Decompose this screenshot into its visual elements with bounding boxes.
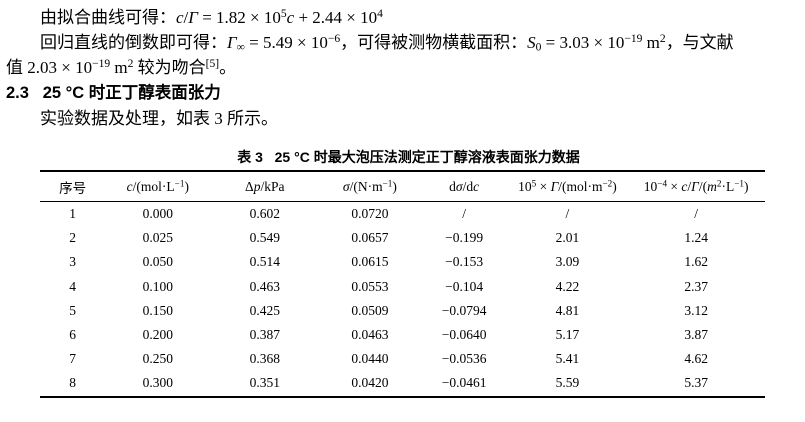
- table-cell: −0.0794: [441, 302, 487, 318]
- table-cell: 0.000: [142, 206, 173, 222]
- table-cell: 5: [69, 302, 76, 318]
- table-cell: −0.0536: [441, 351, 487, 367]
- surface-tension-data-table: 序号 c/(mol·L−1) Δp/kPa σ/(N·m−1) dσ/dc 105 × Γ…: [40, 170, 765, 398]
- table-cell: 0.368: [249, 351, 280, 367]
- table-cell: 0.250: [142, 351, 173, 367]
- table-cell: 3.87: [684, 327, 708, 343]
- paragraph-fit-curve-formula: 由拟合曲线可得：c/Γ = 1.82 × 105c + 2.44 × 104: [40, 7, 383, 27]
- table-cell: 0.025: [142, 230, 173, 246]
- table-cell: −0.0640: [441, 327, 487, 343]
- table-row: 7 0.250 0.368 0.0440 −0.0536 5.41 4.62: [40, 347, 765, 371]
- table-cell: /: [462, 206, 466, 222]
- table-cell: 0.0463: [351, 327, 389, 343]
- paragraph-table-intro: 实验数据及处理，如表 3 所示。: [40, 109, 278, 128]
- table-cell: 4: [69, 278, 76, 294]
- table-cell: 7: [69, 351, 76, 367]
- table-cell: −0.0461: [441, 375, 487, 391]
- table-title: 表 3 25 °C 时最大泡压法测定正丁醇溶液表面张力数据: [237, 149, 580, 165]
- table-cell: 0.0420: [351, 375, 389, 391]
- column-header: σ/(N·m−1): [319, 171, 421, 202]
- column-header: dσ/dc: [420, 171, 508, 202]
- table-cell: /: [694, 206, 698, 222]
- table-row: 4 0.100 0.463 0.0553 −0.104 4.22 2.37: [40, 275, 765, 299]
- table-cell: 6: [69, 327, 76, 343]
- table-cell: 1: [69, 206, 76, 222]
- table-cell: 1.62: [684, 254, 708, 270]
- table-cell: 5.59: [555, 375, 580, 391]
- table-cell: −0.199: [445, 230, 484, 246]
- table-row: 1 0.000 0.602 0.0720 / / /: [40, 202, 765, 227]
- table-cell: 0.514: [249, 254, 280, 270]
- table-cell: 5.37: [684, 375, 708, 391]
- table-row: 2 0.025 0.549 0.0657 −0.199 2.01 1.24: [40, 226, 765, 250]
- table-row: 6 0.200 0.387 0.0463 −0.0640 5.17 3.87: [40, 323, 765, 347]
- table-cell: 0.387: [249, 327, 280, 343]
- table-cell: 3.09: [555, 254, 580, 270]
- table-cell: 0.100: [142, 278, 173, 294]
- section-heading-2-3: 2.3 25 °C 时正丁醇表面张力: [6, 84, 221, 102]
- paragraph-regression-result-line2: 值 2.03 × 10−19 m2 较为吻合[5]。: [6, 57, 237, 77]
- table-cell: 0.425: [249, 302, 280, 318]
- column-header: Δp/kPa: [210, 171, 320, 202]
- table-cell: 0.0720: [351, 206, 389, 222]
- table-row: 5 0.150 0.425 0.0509 −0.0794 4.81 3.12: [40, 299, 765, 323]
- table-3-block: 表 3 25 °C 时最大泡压法测定正丁醇溶液表面张力数据 序号 c/(mol·L…: [6, 148, 797, 398]
- table-cell: 4.22: [555, 278, 580, 294]
- table-cell: 2.01: [555, 230, 580, 246]
- column-header: 10−4 × c/Γ/(m2·L−1): [627, 171, 765, 202]
- table-cell: 4.81: [555, 302, 580, 318]
- table-cell: 0.300: [142, 375, 173, 391]
- table-cell: 0.200: [142, 327, 173, 343]
- table-header-row: 序号 c/(mol·L−1) Δp/kPa σ/(N·m−1) dσ/dc 105 × Γ…: [40, 171, 765, 202]
- table-cell: 0.463: [249, 278, 280, 294]
- table-cell: 4.62: [684, 351, 708, 367]
- table-cell: 0.0657: [351, 230, 389, 246]
- table-cell: 0.0615: [351, 254, 389, 270]
- paragraph-regression-result-line1: 回归直线的倒数即可得：Γ∞ = 5.49 × 10−6，可得被测物横截面积：S0…: [40, 32, 734, 54]
- table-cell: 5.41: [555, 351, 580, 367]
- table-cell: 8: [69, 375, 76, 391]
- table-row: 8 0.300 0.351 0.0420 −0.0461 5.59 5.37: [40, 371, 765, 396]
- table-body: 1 0.000 0.602 0.0720 / / / 2 0.025 0.549 0.0657 −0.…: [40, 202, 765, 397]
- table-cell: −0.104: [445, 278, 484, 294]
- table-cell: 0.0553: [351, 278, 389, 294]
- column-header: 序号: [40, 171, 106, 202]
- table-cell: 0.0509: [351, 302, 389, 318]
- table-cell: 1.24: [684, 230, 708, 246]
- table-cell: 5.17: [555, 327, 580, 343]
- table-cell: 0.602: [249, 206, 280, 222]
- table-cell: 0.549: [249, 230, 280, 246]
- table-cell: /: [565, 206, 570, 222]
- table-cell: 3: [69, 254, 76, 270]
- table-cell: 2.37: [684, 278, 708, 294]
- table-cell: −0.153: [445, 254, 484, 270]
- table-cell: 0.050: [142, 254, 173, 270]
- table-cell: 3.12: [684, 302, 708, 318]
- column-header: 105 × Γ/(mol·m−2): [507, 171, 628, 202]
- table-cell: 0.351: [249, 375, 280, 391]
- table-row: 3 0.050 0.514 0.0615 −0.153 3.09 1.62: [40, 250, 765, 274]
- table-cell: 2: [69, 230, 76, 246]
- table-cell: 0.150: [142, 302, 173, 318]
- table-cell: 0.0440: [351, 351, 389, 367]
- column-header: c/(mol·L−1): [105, 171, 211, 202]
